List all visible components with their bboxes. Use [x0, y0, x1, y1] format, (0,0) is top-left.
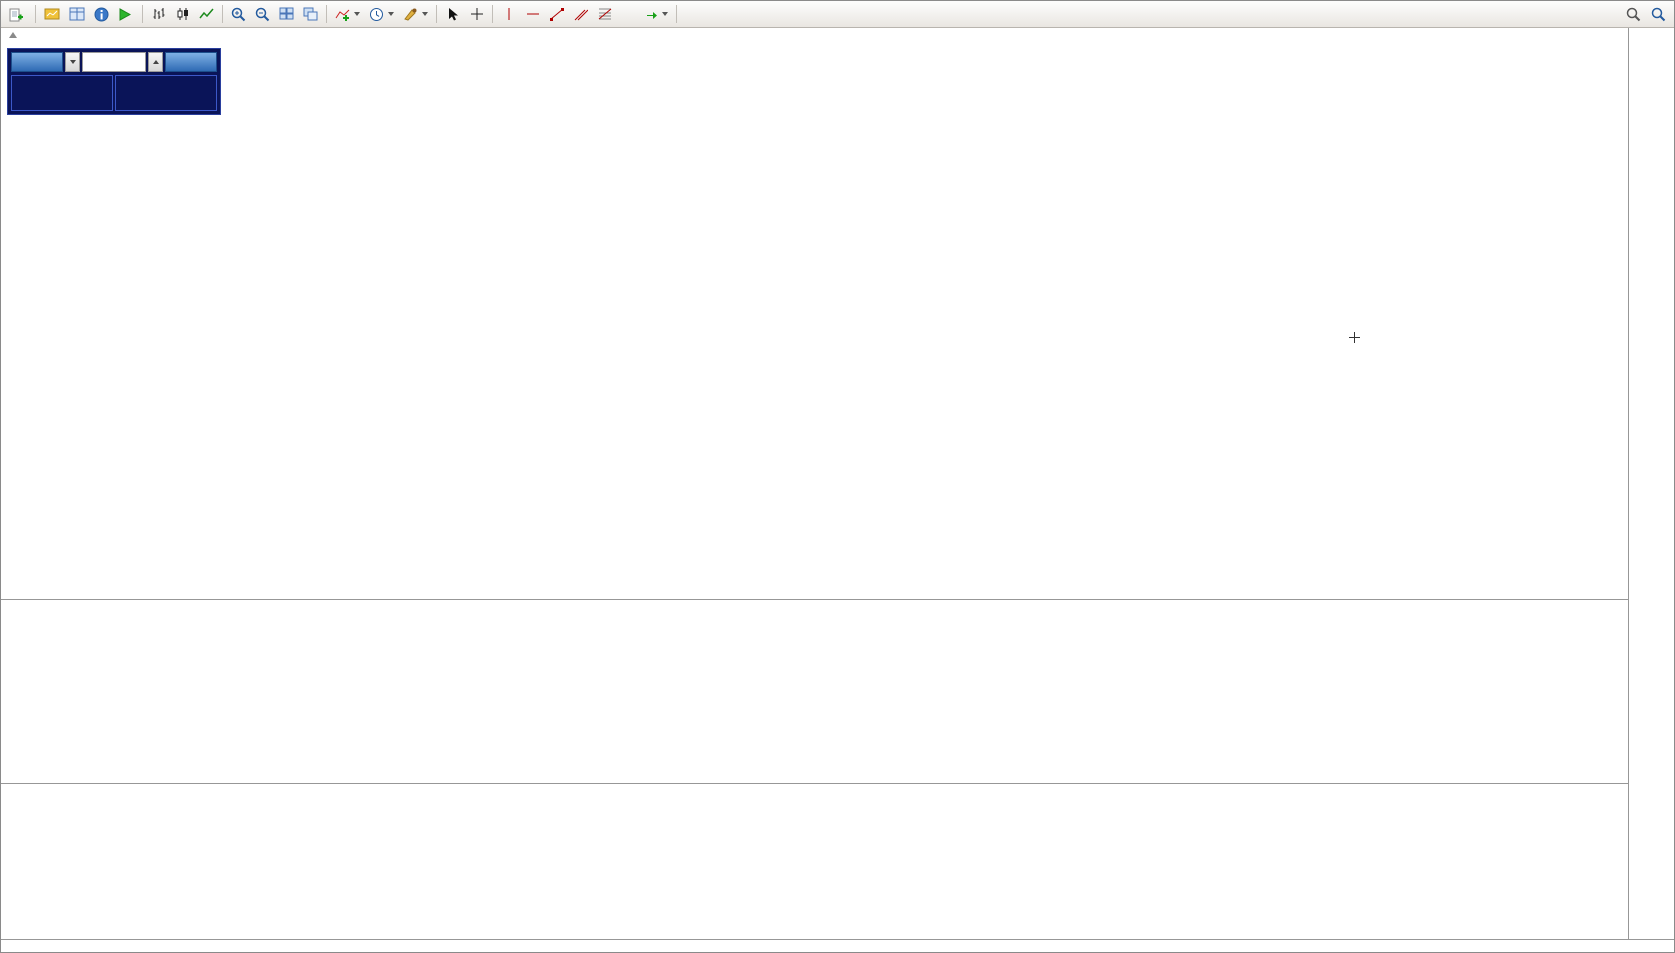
toolbar-separator: [142, 5, 143, 23]
horizontal-line-icon: [526, 13, 539, 15]
rsi-pane[interactable]: [1, 783, 1628, 939]
bar-chart-button[interactable]: [147, 3, 170, 25]
dropdown-caret-icon: [422, 12, 428, 16]
ask-price[interactable]: [115, 75, 217, 111]
trendline-icon: [549, 8, 564, 21]
new-order-icon: [9, 8, 23, 21]
cascade-windows-button[interactable]: [299, 3, 322, 25]
cursor-button[interactable]: [441, 3, 464, 25]
volume-decrease-button[interactable]: [65, 52, 80, 72]
profile-icon: [44, 8, 60, 20]
periods-button[interactable]: [365, 3, 398, 25]
toolbar-right-group: [1622, 3, 1670, 25]
search-icon: [1626, 7, 1641, 21]
search-button[interactable]: [1622, 3, 1645, 25]
templates-icon: [404, 8, 417, 21]
order-controls-row: [11, 52, 217, 72]
indicators-button[interactable]: [331, 3, 364, 25]
dropdown-caret-icon: [354, 12, 360, 16]
time-axis[interactable]: [1, 939, 1674, 952]
collapse-panel-icon[interactable]: [9, 32, 17, 38]
chart-header: [9, 32, 31, 38]
data-window-button[interactable]: [90, 3, 113, 25]
zoom-tool-button[interactable]: [1647, 3, 1670, 25]
line-chart-icon: [199, 8, 214, 19]
bid-price[interactable]: [11, 75, 113, 111]
quote-row: [11, 75, 217, 111]
zoom-out-icon: [255, 7, 270, 21]
vertical-line-button[interactable]: [497, 3, 520, 25]
magnifier-icon: [1651, 7, 1666, 21]
text-button[interactable]: [617, 3, 640, 25]
crosshair-button[interactable]: [465, 3, 488, 25]
toolbar-separator: [492, 5, 493, 23]
toolbar-separator: [436, 5, 437, 23]
vertical-line-icon: [508, 8, 509, 20]
macd-pane[interactable]: [1, 599, 1628, 783]
fibonacci-icon: [598, 8, 611, 20]
trendline-button[interactable]: [545, 3, 568, 25]
market-watch-button[interactable]: [65, 3, 89, 25]
arrow-shape-icon: [647, 11, 657, 19]
charts-profile-button[interactable]: [40, 3, 64, 25]
volume-increase-button[interactable]: [148, 52, 163, 72]
autotrade-play-icon: [119, 7, 131, 21]
line-chart-button[interactable]: [195, 3, 218, 25]
triangle-up-icon: [152, 60, 159, 64]
zoom-in-button[interactable]: [227, 3, 250, 25]
toolbar: [1, 1, 1674, 28]
price-axis[interactable]: [1628, 28, 1674, 952]
arrow-tools-button[interactable]: [641, 3, 672, 25]
candlestick-chart-icon: [177, 8, 188, 20]
main-chart-pane[interactable]: [1, 28, 1628, 599]
volume-input[interactable]: [82, 52, 146, 72]
crosshair-icon: [470, 8, 483, 20]
triangle-down-icon: [69, 60, 76, 64]
clock-icon: [370, 7, 383, 21]
new-order-button[interactable]: [5, 3, 31, 25]
sell-button[interactable]: [11, 52, 63, 72]
dropdown-caret-icon: [388, 12, 394, 16]
toolbar-separator: [326, 5, 327, 23]
indicators-icon: [335, 9, 350, 21]
channel-icon: [574, 9, 588, 21]
toolbar-separator: [676, 5, 677, 23]
zoom-in-icon: [231, 7, 246, 21]
fibonacci-button[interactable]: [593, 3, 616, 25]
templates-button[interactable]: [399, 3, 432, 25]
channel-button[interactable]: [569, 3, 592, 25]
one-click-trading-panel: [7, 48, 221, 115]
market-watch-icon: [69, 7, 85, 21]
tile-windows-button[interactable]: [275, 3, 298, 25]
cascade-windows-icon: [303, 7, 318, 21]
buy-button[interactable]: [165, 52, 217, 72]
toolbar-separator: [35, 5, 36, 23]
autotrade-button[interactable]: [114, 3, 138, 25]
bar-chart-icon: [153, 8, 164, 19]
tile-windows-icon: [279, 7, 294, 20]
horizontal-line-button[interactable]: [521, 3, 544, 25]
mouse-crosshair: [1354, 332, 1355, 343]
zoom-out-button[interactable]: [251, 3, 274, 25]
info-icon: [94, 7, 109, 21]
candlestick-chart-button[interactable]: [171, 3, 194, 25]
toolbar-separator: [222, 5, 223, 23]
dropdown-caret-icon: [662, 12, 668, 16]
cursor-icon: [449, 7, 458, 20]
